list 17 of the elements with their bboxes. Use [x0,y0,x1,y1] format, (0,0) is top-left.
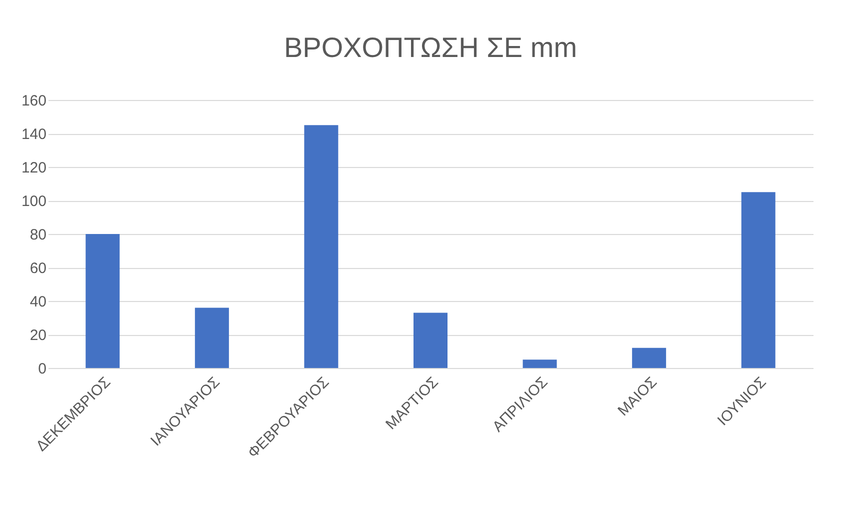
bar [632,348,666,368]
y-tick-label: 0 [38,360,46,378]
bar [522,360,557,368]
y-tick-label: 120 [21,160,46,176]
y-tick-label: 140 [21,126,46,143]
y-tick-label: 60 [30,260,46,277]
bar [86,234,120,368]
y-tick-label: 100 [21,193,46,210]
chart-title: ΒΡΟΧΟΠΤΩΣΗ ΣΕ mm [284,32,578,63]
bar [304,125,338,368]
y-tick-label: 160 [21,92,46,110]
y-tick-label: 20 [30,327,46,344]
bar [741,192,776,368]
y-tick-label: 40 [30,294,46,310]
bar [194,308,229,368]
y-tick-label: 80 [30,226,46,244]
bar [414,312,448,368]
